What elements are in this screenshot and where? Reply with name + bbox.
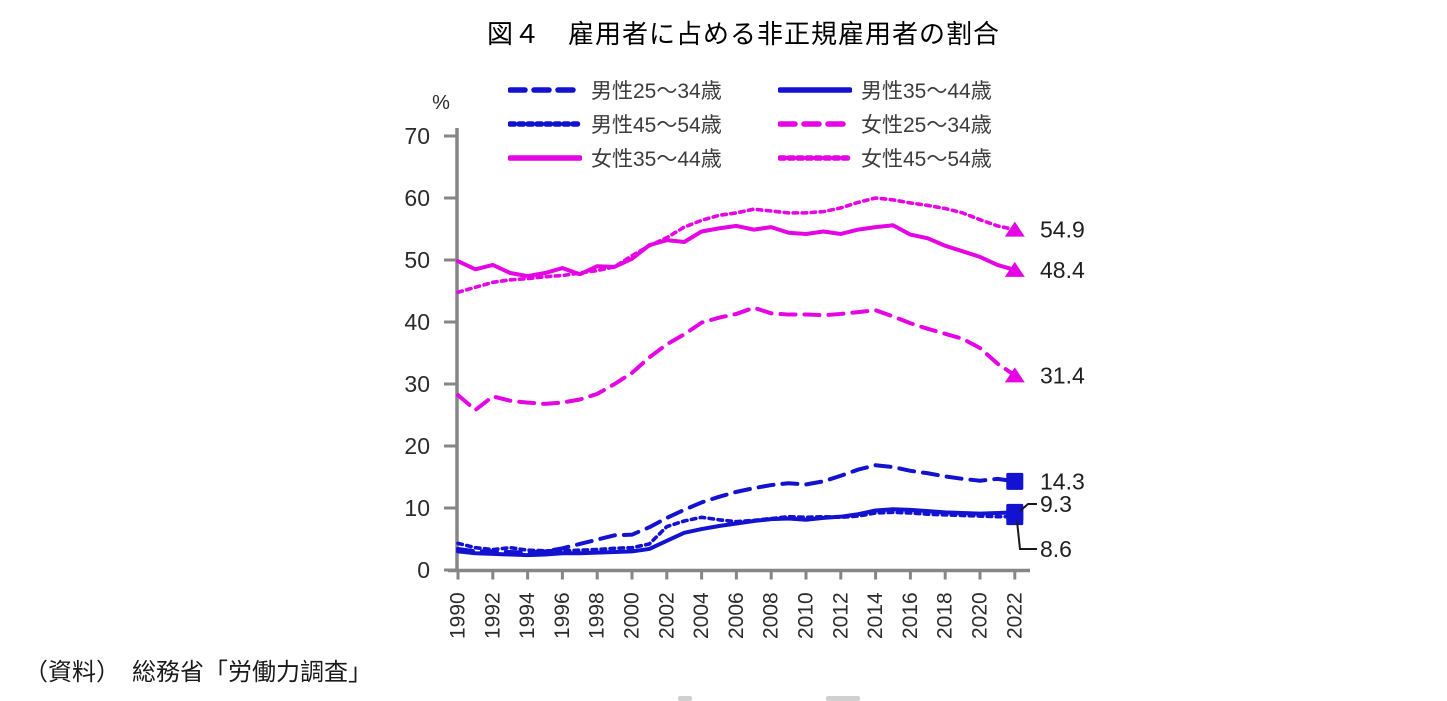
x-tick-label: 2022 [1003, 592, 1026, 639]
end-marker-0 [1006, 472, 1024, 490]
x-tick-label: 1990 [447, 592, 470, 639]
legend-swatch-0 [508, 87, 582, 93]
end-value-label-2: 8.6 [1040, 536, 1072, 562]
x-tick-label: 2004 [690, 592, 713, 639]
legend-swatch-1 [778, 87, 852, 93]
source-note: （資料） 総務省「労働力調査」 [24, 660, 372, 686]
series-line-1 [456, 507, 1017, 558]
y-tick-label: 10 [404, 495, 430, 521]
legend-item-2[interactable]: 男性45～54歳 [508, 111, 722, 137]
x-tick-label: 2014 [864, 592, 887, 639]
end-marker-4 [1004, 261, 1025, 277]
end-marker-3 [1004, 367, 1025, 383]
legend-item-0[interactable]: 男性25～34歳 [508, 77, 722, 103]
cutoff-text-fragment [826, 696, 860, 701]
x-tick-label: 2008 [760, 592, 783, 639]
legend-swatch-4 [508, 155, 582, 161]
legend-label-3: 女性25～34歳 [861, 114, 992, 137]
legend-label-4: 女性35～44歳 [591, 148, 722, 171]
legend-swatch-3 [778, 121, 852, 127]
legend-item-3[interactable]: 女性25～34歳 [778, 111, 992, 137]
legend-label-5: 女性45～54歳 [861, 148, 992, 171]
end-value-label-1: 9.3 [1040, 491, 1072, 517]
series-line-0 [456, 463, 1017, 555]
x-tick-label: 2006 [725, 592, 748, 639]
x-tick-label: 2018 [934, 592, 957, 639]
cutoff-text-fragment [678, 696, 692, 701]
x-tick-label: 1994 [516, 592, 539, 639]
y-tick-label: 40 [404, 309, 430, 335]
x-tick-label: 2012 [829, 592, 852, 639]
legend-item-4[interactable]: 女性35～44歳 [508, 145, 722, 171]
series-line-3 [456, 305, 1017, 413]
legend-item-5[interactable]: 女性45～54歳 [778, 145, 992, 171]
end-value-label-0: 14.3 [1040, 468, 1085, 494]
y-tick-label: 70 [404, 123, 430, 149]
x-tick-label: 2010 [795, 592, 818, 639]
y-tick-label: 20 [404, 433, 430, 459]
y-tick-label: 60 [404, 185, 430, 211]
y-tick-label: 50 [404, 247, 430, 273]
x-tick-label: 1996 [551, 592, 574, 639]
y-tick-label: 30 [404, 371, 430, 397]
end-marker-5 [1004, 221, 1025, 237]
x-tick-label: 1998 [586, 592, 609, 639]
legend-swatch-5 [778, 155, 852, 161]
end-value-label-5: 54.9 [1040, 217, 1085, 243]
chart-title: 図４ 雇用者に占める非正規雇用者の割合 [486, 20, 1001, 49]
end-marker-2 [1006, 508, 1024, 526]
end-value-label-4: 48.4 [1040, 257, 1085, 283]
legend-label-2: 男性45～54歳 [591, 114, 722, 137]
series-line-4 [456, 223, 1017, 279]
series-line-5 [456, 196, 1017, 295]
x-tick-label: 2000 [621, 592, 644, 639]
y-axis-unit-label: % [432, 92, 450, 114]
legend-label-0: 男性25～34歳 [591, 80, 722, 103]
leader-line-1 [1019, 503, 1037, 512]
x-tick-label: 2020 [969, 592, 992, 639]
end-value-label-3: 31.4 [1040, 362, 1085, 388]
legend-swatch-2 [508, 121, 582, 127]
legend-label-1: 男性35～44歳 [861, 80, 992, 103]
y-tick-label: 0 [417, 557, 430, 583]
leader-line-2 [1016, 520, 1037, 550]
series-line-2 [456, 510, 1017, 553]
x-tick-label: 2016 [899, 592, 922, 639]
x-tick-label: 2002 [655, 592, 678, 639]
x-tick-label: 1992 [481, 592, 504, 639]
legend-item-1[interactable]: 男性35～44歳 [778, 77, 992, 103]
